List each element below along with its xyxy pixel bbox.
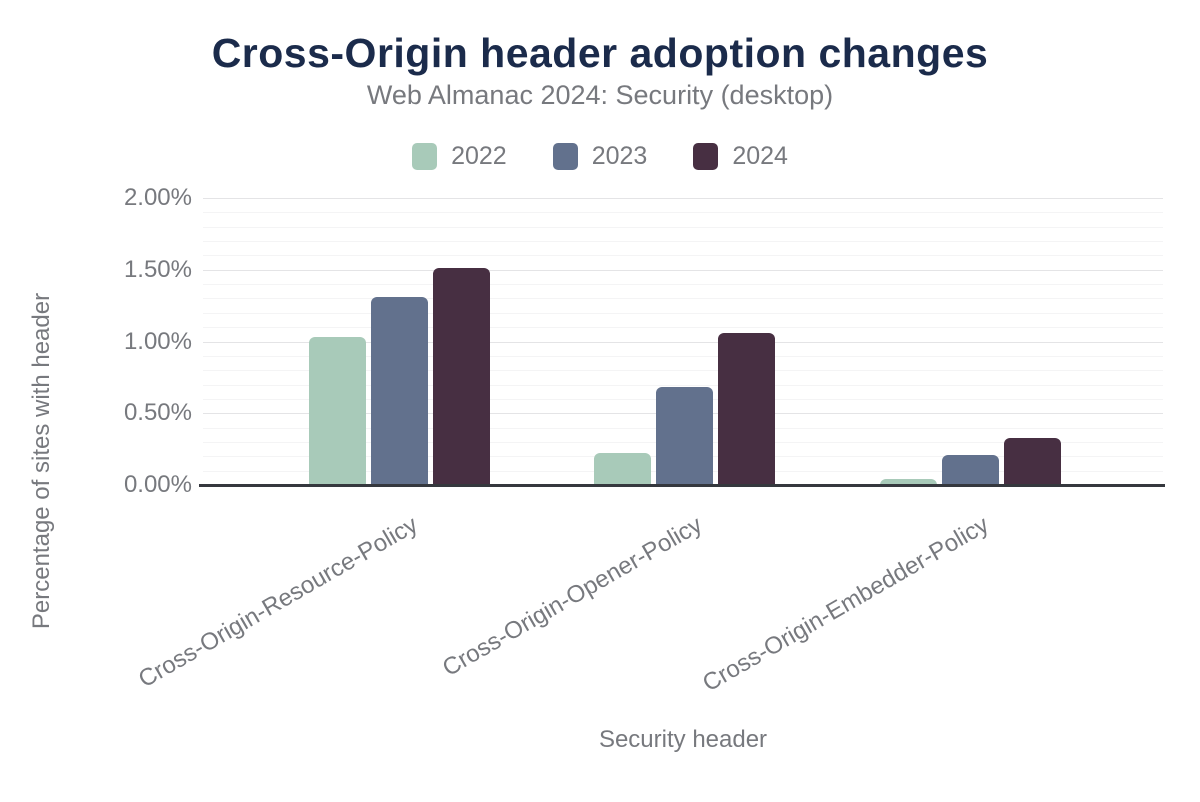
bar-Cross-Origin-Embedder-Policy-2023 — [941, 454, 999, 485]
bar-Cross-Origin-Embedder-Policy-2024 — [1003, 437, 1061, 485]
bar-Cross-Origin-Resource-Policy-2024 — [432, 268, 490, 485]
legend-swatch-icon — [693, 143, 719, 170]
major-gridline — [203, 341, 1163, 343]
minor-gridline — [203, 241, 1163, 243]
bar-Cross-Origin-Resource-Policy-2023 — [370, 297, 428, 485]
major-gridline — [203, 269, 1163, 271]
minor-gridline — [203, 327, 1163, 329]
x-axis-line — [199, 484, 1165, 487]
x-axis-title: Security header — [598, 726, 768, 753]
minor-gridline — [203, 355, 1163, 357]
chart-subtitle: Web Almanac 2024: Security (desktop) — [366, 80, 834, 110]
minor-gridline — [203, 312, 1163, 314]
bar-Cross-Origin-Opener-Policy-2024 — [717, 332, 775, 485]
plot-area: 0.00% 0.50% 1.00% 1.50% 2.00% Cross-Origin-Re… — [124, 186, 1165, 697]
legend-swatch-icon — [412, 143, 438, 170]
y-tick-label: 2.00% — [123, 184, 192, 211]
legend-swatch-icon — [552, 143, 578, 170]
bar-Cross-Origin-Opener-Policy-2023 — [655, 387, 713, 485]
minor-gridline — [203, 255, 1163, 257]
y-tick-label: 0.50% — [123, 399, 192, 427]
legend-label: 2022 — [451, 142, 507, 170]
legend-item-2022: 2022 — [412, 142, 507, 171]
legend-label: 2024 — [732, 142, 788, 170]
major-gridline — [203, 198, 1163, 199]
y-tick-label: 1.50% — [123, 255, 192, 283]
minor-gridline — [203, 370, 1163, 372]
bar-Cross-Origin-Opener-Policy-2022 — [593, 453, 651, 485]
x-tick-label: Cross-Origin-Embedder-Policy — [697, 511, 993, 698]
y-axis-title: Percentage of sites with header — [28, 292, 55, 630]
minor-gridline — [203, 226, 1163, 228]
y-tick-label: 1.00% — [123, 327, 192, 355]
chart-title: Cross-Origin header adoption changes — [211, 30, 989, 76]
minor-gridline — [203, 298, 1163, 300]
bar-Cross-Origin-Embedder-Policy-2022 — [879, 479, 937, 485]
legend-item-2024: 2024 — [693, 142, 788, 171]
bar-Cross-Origin-Resource-Policy-2022 — [308, 337, 366, 485]
legend-item-2023: 2023 — [552, 142, 648, 171]
x-tick-label: Cross-Origin-Opener-Policy — [438, 511, 707, 682]
minor-gridline — [203, 284, 1163, 286]
y-tick-label: 0.00% — [123, 471, 192, 498]
minor-gridline — [203, 212, 1163, 214]
minor-gridline — [203, 384, 1163, 386]
x-tick-label: Cross-Origin-Resource-Policy — [133, 511, 422, 694]
legend-label: 2023 — [591, 142, 648, 170]
legend: 2022 2023 2024 — [0, 142, 1200, 171]
